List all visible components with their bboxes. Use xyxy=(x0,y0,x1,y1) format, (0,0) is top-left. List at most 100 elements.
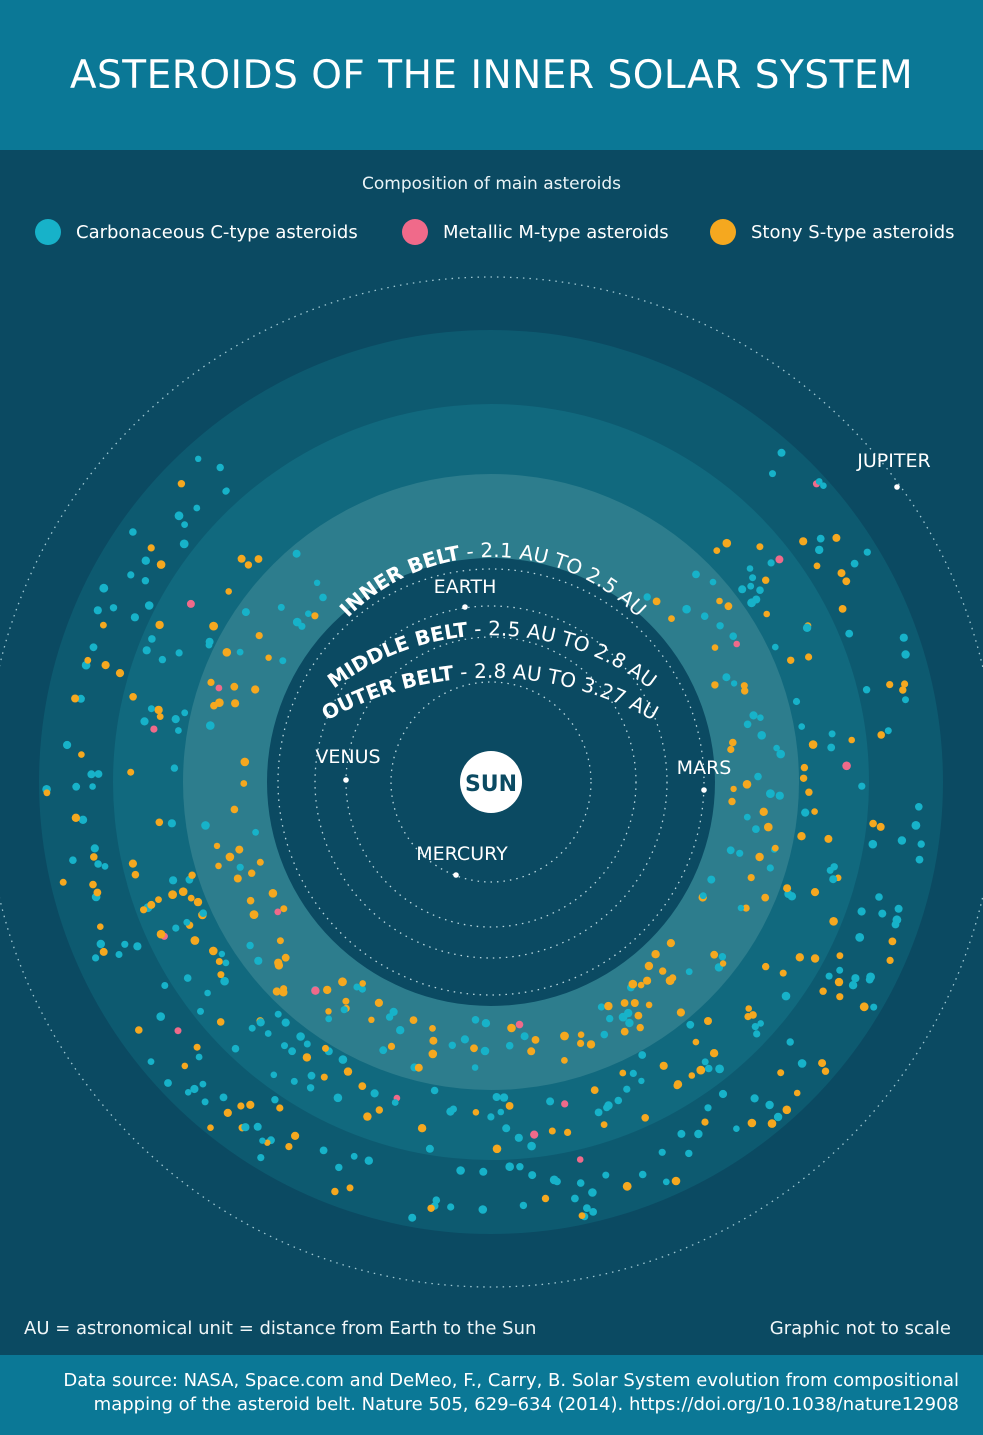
asteroid-dot xyxy=(638,1170,647,1179)
asteroid-dot xyxy=(795,953,804,962)
asteroid-dot xyxy=(168,890,178,899)
asteroid-dot xyxy=(576,1156,584,1163)
asteroid-dot xyxy=(325,1008,332,1015)
asteroid-dot xyxy=(93,888,102,897)
asteroid-dot xyxy=(733,640,740,648)
asteroid-dot xyxy=(828,730,836,738)
asteroid-dot xyxy=(135,1026,143,1034)
asteroid-dot xyxy=(704,1017,712,1025)
asteroid-dot xyxy=(223,487,230,494)
asteroid-dot xyxy=(686,1020,695,1029)
asteroid-dot xyxy=(858,782,866,790)
jupiter-orbit xyxy=(0,276,983,1288)
asteroid-dot xyxy=(838,605,847,613)
asteroid-dot xyxy=(92,954,100,962)
asteroid-dot xyxy=(167,819,176,828)
asteroid-dot xyxy=(195,1053,203,1061)
asteroid-dot xyxy=(756,543,764,551)
asteroid-dot xyxy=(253,1122,262,1131)
legend-item-c-type: Carbonaceous C-type asteroids xyxy=(35,219,358,245)
asteroid-dot xyxy=(625,1018,634,1028)
asteroid-dot xyxy=(728,797,736,806)
asteroid-dot xyxy=(915,855,924,864)
asteroid-dot xyxy=(190,1084,199,1094)
asteroid-dot xyxy=(901,650,910,659)
asteroid-dot xyxy=(722,673,731,682)
mars-orbit xyxy=(277,568,705,996)
asteroid-dot xyxy=(78,751,85,758)
asteroid-dot xyxy=(623,1085,631,1093)
asteroid-dot xyxy=(181,709,189,717)
asteroid-dot xyxy=(845,629,854,638)
asteroid-dot xyxy=(842,761,851,771)
asteroid-dot xyxy=(342,997,350,1005)
asteroid-dot xyxy=(265,654,272,661)
asteroid-dot xyxy=(502,1124,511,1133)
asteroid-dot xyxy=(715,1064,724,1074)
asteroid-dot xyxy=(659,967,667,975)
asteroid-dot xyxy=(546,1097,555,1106)
asteroid-dot xyxy=(101,863,109,870)
asteroid-dot xyxy=(408,1213,417,1222)
asteroid-dot xyxy=(147,900,156,909)
asteroid-dot xyxy=(322,1044,329,1052)
asteroid-dot xyxy=(215,862,222,870)
asteroid-dot xyxy=(602,1171,610,1179)
asteroid-dot xyxy=(235,845,244,854)
asteroid-dot xyxy=(600,1030,609,1039)
asteroid-dot xyxy=(704,1104,712,1112)
asteroid-dot xyxy=(899,686,907,694)
asteroid-dot xyxy=(193,1043,201,1051)
asteroid-dot xyxy=(130,613,139,622)
asteroid-dot xyxy=(645,1001,653,1009)
asteroid-dot xyxy=(604,1001,613,1011)
asteroid-dot xyxy=(711,644,719,651)
asteroid-dot xyxy=(754,772,762,781)
legend-title: Composition of main asteroids xyxy=(361,174,622,194)
asteroid-dot xyxy=(577,1039,585,1047)
asteroid-dot xyxy=(578,1212,586,1219)
asteroid-dot xyxy=(225,588,232,595)
asteroid-dot xyxy=(140,906,148,914)
asteroid-dot xyxy=(236,648,244,656)
asteroid-dot xyxy=(561,1057,568,1064)
data-source-line-1: Data source: NASA, Space.com and DeMeo, … xyxy=(63,1370,959,1391)
asteroid-dot xyxy=(181,1062,189,1070)
asteroid-dot xyxy=(701,1058,709,1066)
asteroid-dot xyxy=(716,597,723,605)
legend-label-c-type: Carbonaceous C-type asteroids xyxy=(76,221,358,243)
asteroid-dot xyxy=(264,1139,271,1146)
asteroid-dot xyxy=(171,715,180,724)
asteroid-dot xyxy=(802,623,812,632)
asteroid-dot xyxy=(237,554,246,563)
asteroid-dot xyxy=(128,859,137,868)
asteroid-dot xyxy=(743,813,751,821)
asteroid-dot xyxy=(358,1082,367,1090)
asteroid-dot xyxy=(259,1137,266,1144)
asteroid-dot xyxy=(350,1152,358,1160)
asteroid-dot xyxy=(277,603,285,611)
asteroid-dot xyxy=(709,578,717,586)
asteroid-dot xyxy=(685,968,693,976)
asteroid-dot xyxy=(531,1036,540,1044)
asteroid-dot xyxy=(742,904,750,912)
asteroid-dot xyxy=(798,723,805,730)
asteroid-dot xyxy=(215,684,223,692)
asteroid-dot xyxy=(586,1040,596,1049)
asteroid-dot xyxy=(257,1154,265,1162)
asteroid-dot xyxy=(576,1179,585,1187)
asteroid-dot xyxy=(505,1162,514,1171)
data-source-line-2: mapping of the asteroid belt. Nature 505… xyxy=(93,1394,959,1415)
asteroid-dot xyxy=(71,694,80,703)
asteroid-dot xyxy=(63,740,72,750)
asteroid-dot xyxy=(368,1016,375,1023)
asteroid-dot xyxy=(757,731,766,740)
asteroid-dot xyxy=(772,643,779,651)
jupiter-marker xyxy=(894,484,900,490)
asteroid-dot xyxy=(779,969,787,977)
asteroid-dot xyxy=(389,1007,398,1017)
asteroid-dot xyxy=(429,1025,436,1032)
asteroid-dot xyxy=(726,846,735,855)
asteroid-dot xyxy=(141,556,150,565)
asteroid-dot xyxy=(727,745,735,754)
